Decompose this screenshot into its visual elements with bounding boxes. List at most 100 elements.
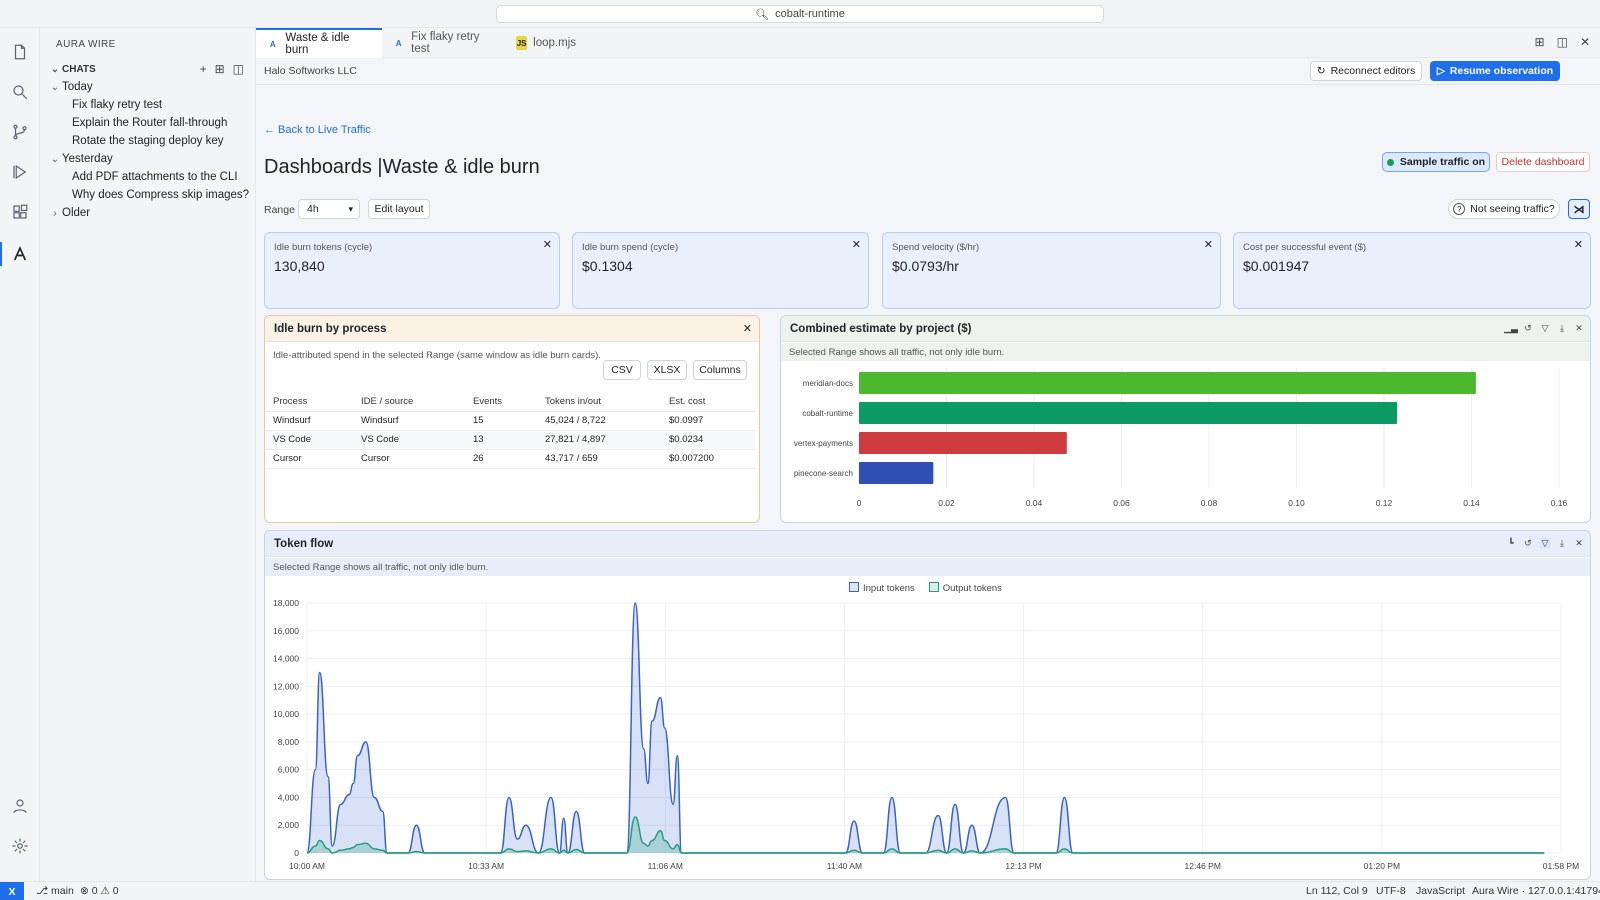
explorer-icon[interactable] <box>8 40 32 64</box>
kpi-label: Cost per successful event ($) <box>1243 242 1367 253</box>
tab-label: loop.mjs <box>533 37 576 49</box>
play-icon: ▷ <box>1436 65 1445 77</box>
tab-bar: A Waste & idle burn A Fix flaky retry te… <box>256 28 1600 58</box>
tab-label: Fix flaky retry test <box>411 31 480 55</box>
filter-icon[interactable]: ▽ <box>1540 537 1550 548</box>
language-mode[interactable]: JavaScript <box>1416 885 1466 897</box>
legend-input-tokens[interactable]: Input tokens <box>849 582 915 594</box>
command-center-search[interactable]: 🔍︎ cobalt-runtime <box>496 5 1104 23</box>
source-control-icon[interactable] <box>8 120 32 144</box>
aura-wire-icon: A <box>269 39 276 49</box>
close-icon[interactable]: ✕ <box>1579 35 1590 49</box>
tab-fix-flaky-retry-test[interactable]: A Fix flaky retry test <box>382 28 506 58</box>
status-bar: X ⎇ main ⊗ 0 ⚠ 0 Ln 112, Col 9 UTF-8 Jav… <box>0 881 1600 900</box>
table-cell: Windsurf <box>353 411 465 431</box>
grid-view-icon[interactable]: ⊞ <box>214 62 225 76</box>
column-header[interactable]: IDE / source <box>353 392 465 412</box>
server-indicator[interactable]: Aura Wire · 127.0.0.1:41794 <box>1472 885 1600 897</box>
tab-loop-mjs[interactable]: JS loop.mjs <box>506 28 586 58</box>
range-value: 4h <box>307 203 319 215</box>
new-chat-plus-icon[interactable]: + <box>199 62 207 76</box>
series-area <box>307 816 1545 853</box>
chat-item[interactable]: Explain the Router fall-through <box>72 114 227 132</box>
table-row[interactable]: Cursor Cursor 26 43,717 / 659 $0.007200 <box>265 449 755 469</box>
table-cell: $0.0234 <box>661 430 755 450</box>
bar-chart-icon[interactable]: ▁▃ <box>1504 322 1518 333</box>
layout-grid-icon[interactable]: ⊞ <box>1534 35 1545 49</box>
settings-gear-icon[interactable] <box>8 834 32 858</box>
x-tick-label: 10:33 AM <box>468 861 504 871</box>
close-icon[interactable]: ✕ <box>1573 239 1583 251</box>
download-icon[interactable]: ⤓ <box>1560 322 1564 333</box>
delete-dashboard-button[interactable]: Delete dashboard <box>1496 152 1590 172</box>
y-tick-label: 0 <box>294 848 299 858</box>
chat-item[interactable]: Fix flaky retry test <box>72 96 162 114</box>
back-to-live-traffic-link[interactable]: ← Back to Live Traffic <box>264 124 371 136</box>
line-chart-icon[interactable]: ┗ <box>1508 537 1514 548</box>
range-select[interactable]: 4h ▾ <box>298 199 360 219</box>
chat-item-label: Add PDF attachments to the CLI <box>72 171 238 183</box>
group-older[interactable]: › Older <box>48 204 90 222</box>
vscode-connect-button[interactable]: ⋊ <box>1568 199 1590 219</box>
split-editor-icon[interactable]: ◫ <box>1556 35 1568 49</box>
chat-item[interactable]: Rotate the staging deploy key <box>72 132 224 150</box>
resume-observation-button[interactable]: ▷ Resume observation <box>1430 61 1560 81</box>
reset-icon[interactable]: ↺ <box>1524 322 1532 333</box>
chat-item[interactable]: Why does Compress skip images? <box>72 186 249 204</box>
chat-item-label: Explain the Router fall-through <box>72 117 228 129</box>
column-header[interactable]: Process <box>265 392 353 412</box>
close-icon[interactable]: ✕ <box>1575 537 1583 548</box>
y-tick-label: 10,000 <box>273 709 299 719</box>
extensions-icon[interactable] <box>8 200 32 224</box>
close-icon[interactable]: ✕ <box>742 323 752 335</box>
close-icon[interactable]: ✕ <box>851 239 861 251</box>
not-seeing-traffic-button[interactable]: ? Not seeing traffic? <box>1448 199 1560 219</box>
tab-label: Waste & idle burn <box>285 32 350 56</box>
y-tick-label: cobalt-runtime <box>802 409 853 418</box>
kpi-card-cost-per-event: Cost per successful event ($) $0.001947 … <box>1233 232 1591 309</box>
group-today[interactable]: ⌄ Today <box>48 78 93 96</box>
export-xlsx-button[interactable]: XLSX <box>647 360 687 380</box>
encoding-indicator[interactable]: UTF-8 <box>1376 885 1406 897</box>
run-debug-icon[interactable] <box>8 160 32 184</box>
legend-output-tokens[interactable]: Output tokens <box>928 582 1002 594</box>
x-tick-label: 11:06 AM <box>648 861 683 871</box>
sidebar: AURA WIRE ⌄ CHATS + ⊞ ◫ ⌄ Today Fix flak… <box>40 28 256 881</box>
group-yesterday[interactable]: ⌄ Yesterday <box>48 150 113 168</box>
remote-indicator[interactable]: X <box>0 882 24 900</box>
close-icon[interactable]: ✕ <box>1575 322 1583 333</box>
x-tick-label: 10:00 AM <box>289 861 325 871</box>
panel-toggle-icon[interactable]: ◫ <box>232 62 244 76</box>
editor-area: A Waste & idle burn A Fix flaky retry te… <box>256 28 1600 881</box>
close-icon[interactable]: ✕ <box>1203 239 1213 251</box>
tab-waste-idle-burn[interactable]: A Waste & idle burn <box>256 28 382 58</box>
legend-swatch <box>928 582 939 592</box>
chat-item[interactable]: Add PDF attachments to the CLI <box>72 168 238 186</box>
column-header[interactable]: Est. cost <box>661 392 755 412</box>
kpi-value: 130,840 <box>274 258 325 274</box>
table-row[interactable]: Windsurf Windsurf 15 45,024 / 8,722 $0.0… <box>265 411 755 431</box>
cursor-position[interactable]: Ln 112, Col 9 <box>1306 885 1368 897</box>
close-icon[interactable]: ✕ <box>542 239 552 251</box>
problems-indicator[interactable]: ⊗ 0 ⚠ 0 <box>80 885 119 897</box>
branch-indicator[interactable]: ⎇ main <box>36 885 74 897</box>
filter-icon[interactable]: ▽ <box>1541 322 1549 333</box>
column-header[interactable]: Tokens in/out <box>537 392 661 412</box>
aura-wire-icon[interactable] <box>8 242 32 266</box>
export-csv-button[interactable]: CSV <box>603 360 641 380</box>
account-icon[interactable] <box>8 794 32 818</box>
reset-icon[interactable]: ↺ <box>1524 537 1532 548</box>
legend-label: Output tokens <box>942 583 1002 594</box>
chats-section-header[interactable]: ⌄ CHATS + ⊞ ◫ <box>48 60 248 78</box>
group-label: Today <box>62 81 93 93</box>
reconnect-editors-button[interactable]: ↻ Reconnect editors <box>1310 61 1422 81</box>
search-icon[interactable] <box>8 80 32 104</box>
x-tick-label: 11:40 AM <box>827 861 862 871</box>
columns-button[interactable]: Columns <box>693 360 747 380</box>
y-tick-label: 2,000 <box>278 820 300 830</box>
table-row[interactable]: VS Code VS Code 13 27,821 / 4,897 $0.023… <box>265 430 755 450</box>
download-icon[interactable]: ⤓ <box>1560 537 1564 548</box>
edit-layout-button[interactable]: Edit layout <box>368 199 430 219</box>
sample-traffic-toggle[interactable]: Sample traffic on <box>1382 152 1490 172</box>
column-header[interactable]: Events <box>465 392 537 412</box>
